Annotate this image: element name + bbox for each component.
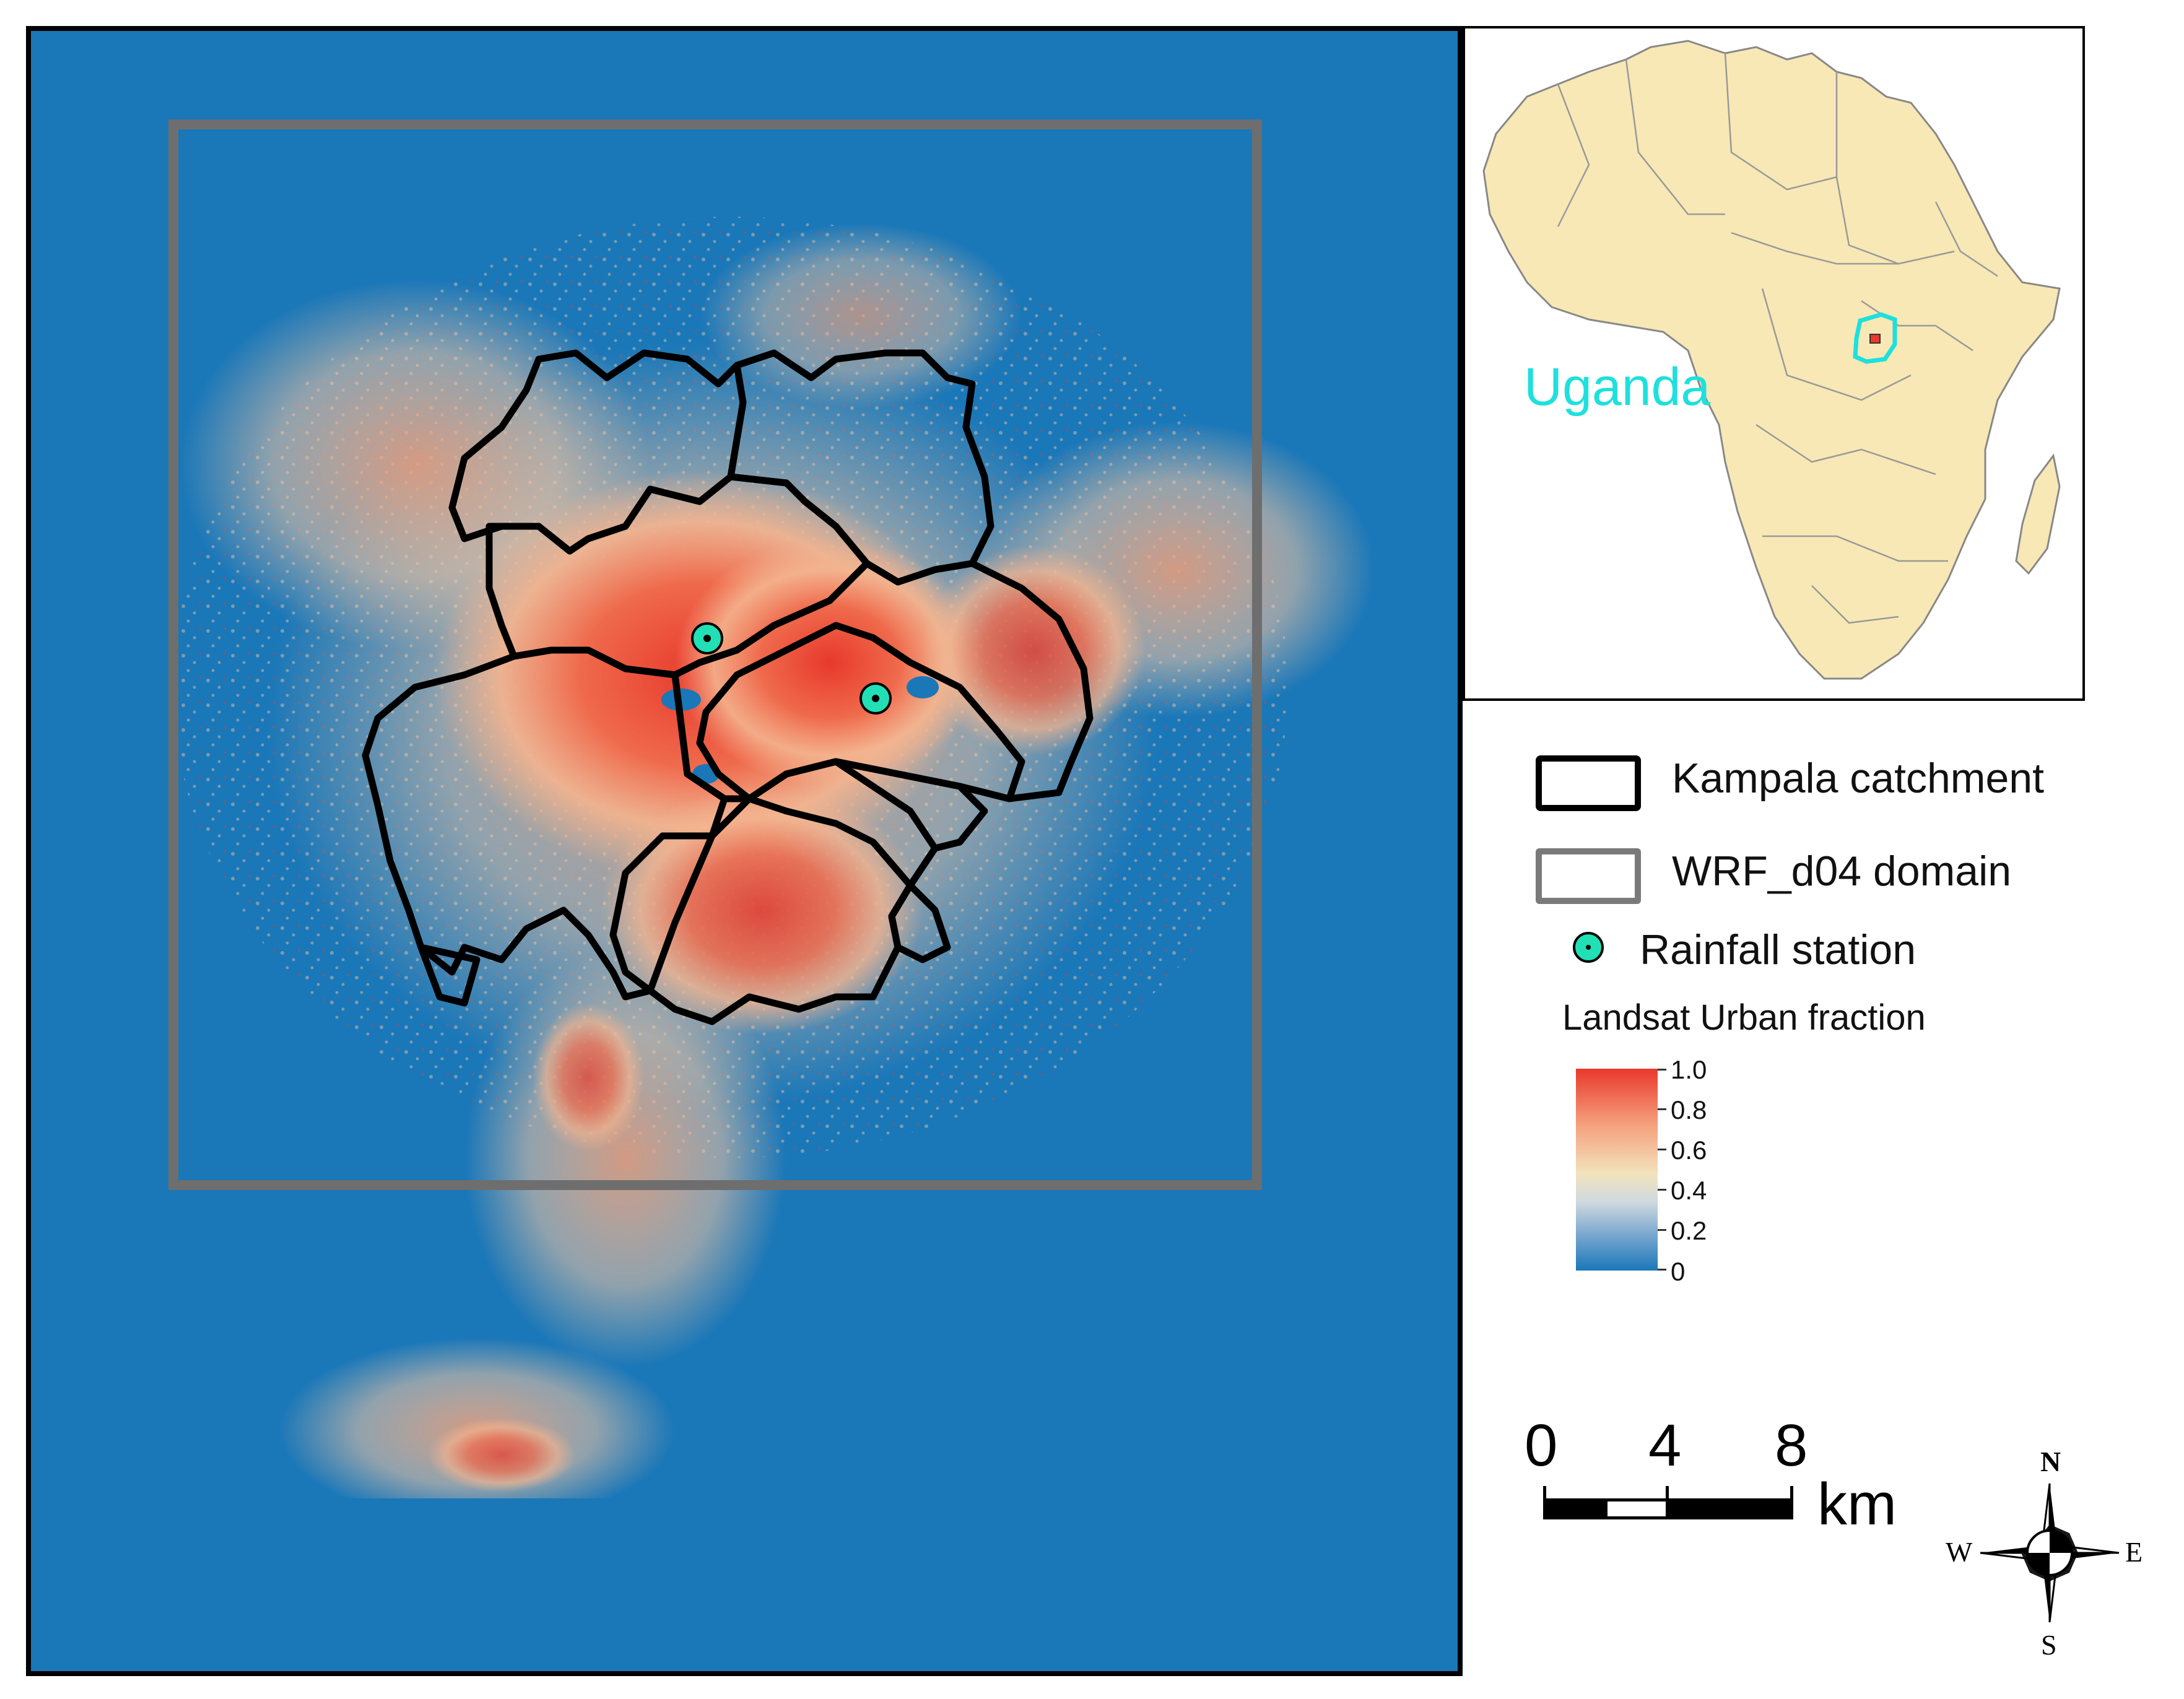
urban-fraction-map [31,31,1458,1671]
scale-unit: km [1817,1471,1897,1537]
lake-area [31,1498,1458,1671]
legend-station-symbol [1573,932,1604,963]
wrf-domain-box [168,119,1262,1190]
kampala-marker [1869,334,1881,344]
legend-domain-swatch [1536,848,1641,904]
station-dot-icon [1586,945,1591,950]
uganda-label: Uganda [1524,357,1711,417]
colorbar-tick-label: 0.6 [1671,1136,1707,1165]
scale-tick-8: 8 [1775,1412,1808,1479]
rainfall-station-1 [691,622,723,654]
madagascar [2015,453,2061,575]
colorbar-tick-label: 1.0 [1671,1055,1707,1084]
colorbar-tick-label: 0.4 [1671,1176,1707,1205]
colorbar [1576,1069,1658,1271]
colorbar-tick-label: 0 [1671,1257,1686,1286]
colorbar-ticks [1658,1069,1668,1271]
legend-domain-label: WRF_d04 domain [1672,848,2012,895]
compass-north: N [2040,1446,2061,1477]
legend-catchment-swatch [1536,755,1641,811]
catchment-outlines [362,349,1094,1025]
legend-station-label: Rainfall station [1640,926,1916,973]
compass-west: W [1946,1536,1973,1568]
scale-tick-4: 4 [1648,1412,1682,1479]
scale-tick-0: 0 [1525,1412,1558,1479]
africa-continent [1482,40,2061,680]
catchment-south-east [746,758,988,963]
inset-map-africa: Uganda [1463,26,2085,701]
main-map [26,26,1463,1676]
catchment-inner [696,622,1025,802]
colorbar-tick-label: 0.2 [1671,1216,1707,1245]
compass-rose: N S E W [1946,1446,2143,1661]
africa-outline [1482,40,2061,680]
rainfall-station-2 [859,682,892,715]
colorbar-tick-label: 0.8 [1671,1095,1707,1124]
catchment-south-west [417,944,481,1007]
compass-south: S [2041,1629,2057,1661]
legend-catchment-label: Kampala catchment [1672,755,2044,802]
compass-east: E [2125,1536,2143,1568]
colorbar-title: Landsat Urban fraction [1562,997,1926,1038]
compass-icon [1980,1483,2120,1623]
